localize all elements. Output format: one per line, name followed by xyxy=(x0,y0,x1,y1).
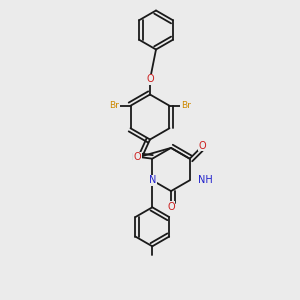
Text: O: O xyxy=(134,152,141,162)
Text: O: O xyxy=(199,141,206,151)
Text: NH: NH xyxy=(198,175,213,185)
Text: N: N xyxy=(148,175,156,185)
Text: Br: Br xyxy=(109,101,119,110)
Text: O: O xyxy=(167,202,175,212)
Text: O: O xyxy=(146,74,154,85)
Text: H: H xyxy=(131,153,137,162)
Text: Br: Br xyxy=(181,101,191,110)
